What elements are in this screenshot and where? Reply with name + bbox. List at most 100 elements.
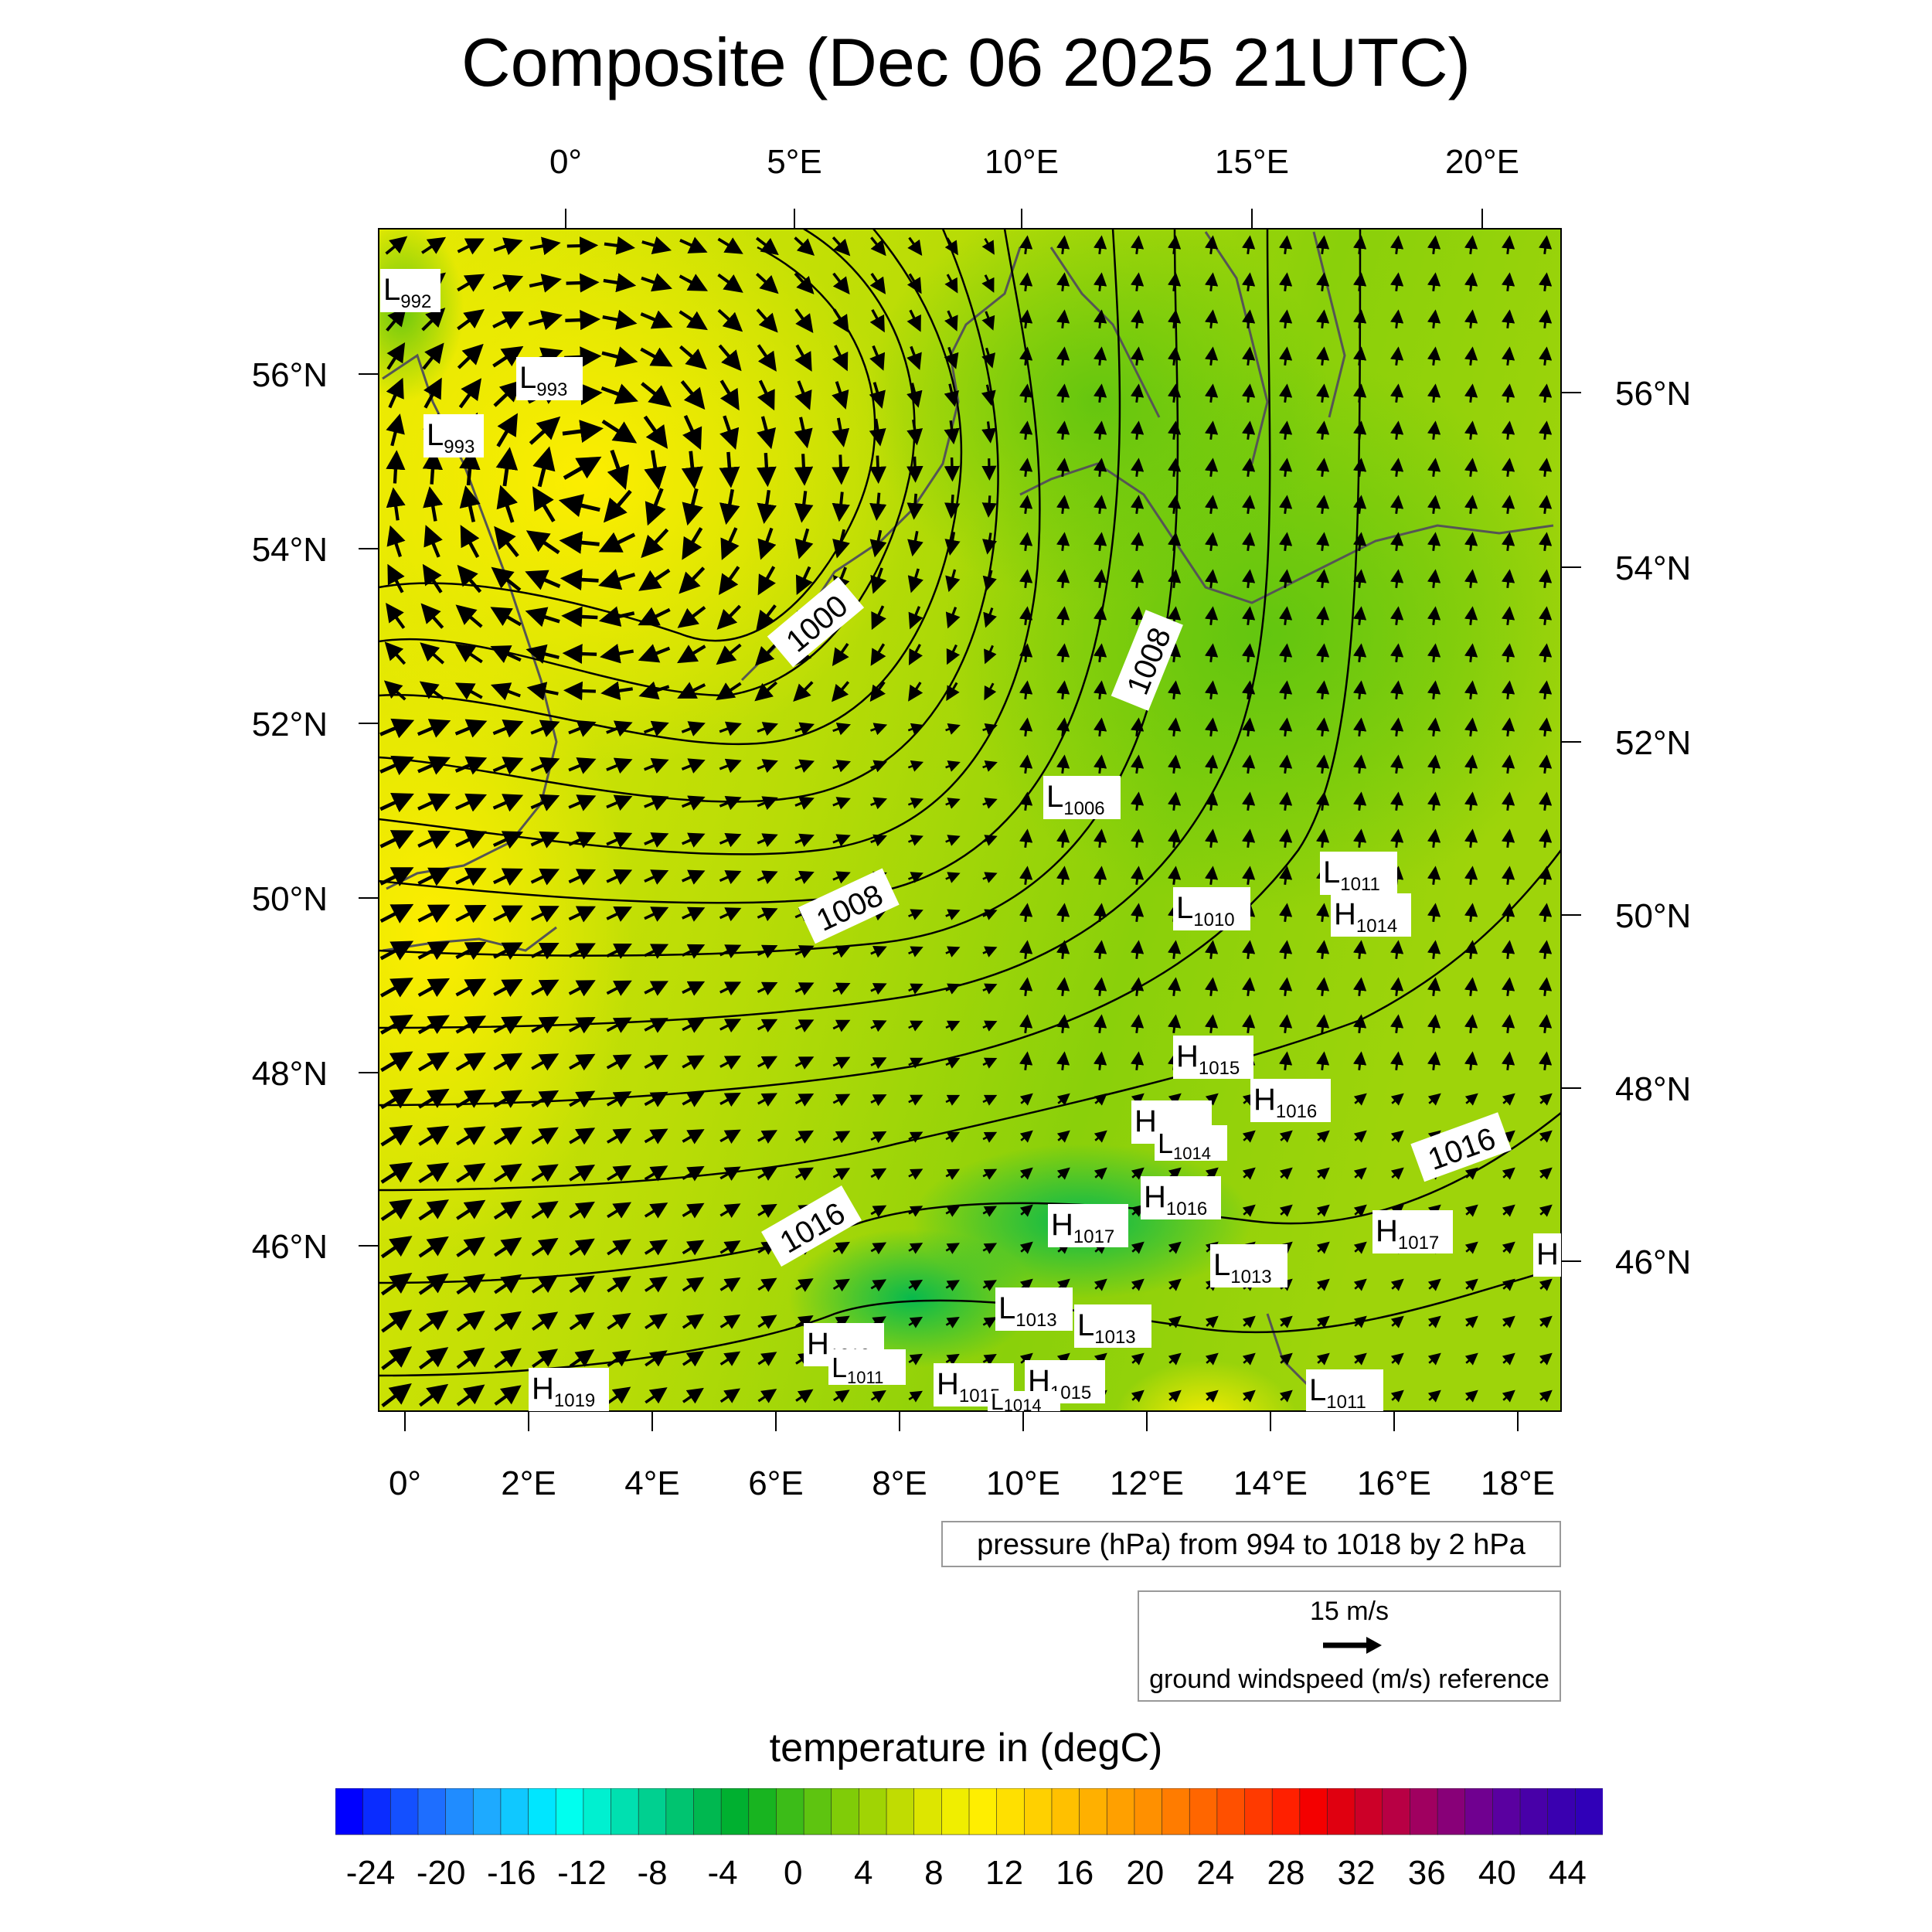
- wind-vector: [1315, 309, 1330, 328]
- wind-vector: [719, 981, 742, 996]
- wind-vector: [568, 757, 597, 774]
- wind-vector: [906, 493, 923, 520]
- colorbar-tick-label: -12: [557, 1854, 607, 1892]
- wind-vector: [1464, 532, 1478, 551]
- wind-vector: [719, 1203, 741, 1218]
- wind-vector: [794, 454, 814, 486]
- wind-vector: [1352, 309, 1367, 328]
- wind-vector: [386, 307, 406, 332]
- center-type: H: [532, 1372, 554, 1406]
- colorbar-cell: [500, 1788, 529, 1835]
- wind-vector: [1464, 1014, 1478, 1033]
- wind-vector: [1390, 1315, 1404, 1328]
- wind-vector: [679, 345, 707, 370]
- wind-vector: [494, 1348, 522, 1369]
- wind-vector: [757, 1167, 777, 1181]
- wind-vector: [1390, 1389, 1404, 1403]
- wind-vector: [794, 236, 815, 256]
- wind-vector: [1389, 606, 1404, 625]
- center-type: L: [1176, 891, 1193, 925]
- wind-vector: [1056, 532, 1070, 551]
- wind-vector: [455, 1015, 487, 1035]
- wind-vector: [1501, 940, 1515, 959]
- wind-vector: [1093, 532, 1107, 551]
- wind-vector: [1093, 606, 1107, 625]
- wind-vector: [1315, 606, 1330, 625]
- wind-vector: [606, 794, 633, 811]
- wind-vector: [1538, 828, 1553, 848]
- wind-vector: [717, 237, 743, 254]
- svg-text:L1014: L1014: [1158, 1128, 1211, 1163]
- wind-vector: [757, 870, 778, 885]
- colorbar-cell: [335, 1788, 364, 1835]
- wind-vector: [982, 532, 998, 555]
- wind-vector: [1501, 903, 1515, 922]
- colorbar-cell: [1162, 1788, 1191, 1835]
- wind-vector: [1352, 717, 1367, 736]
- center-type: L: [519, 361, 536, 395]
- svg-text:L992: L992: [383, 273, 431, 312]
- wind-vector: [981, 384, 996, 406]
- wind-vector: [1019, 569, 1033, 588]
- wind-vector: [757, 1389, 777, 1403]
- wind-vector: [1204, 272, 1219, 291]
- wind-vector: [1130, 791, 1145, 811]
- wind-vector: [1241, 606, 1256, 625]
- wind-vector: [1019, 532, 1033, 551]
- wind-vector: [757, 907, 778, 922]
- wind-vector: [644, 450, 667, 491]
- wind-vector: [1204, 717, 1219, 736]
- wind-vector: [1539, 1352, 1553, 1366]
- wind-vector: [1390, 1278, 1404, 1291]
- wind-vector: [1242, 1130, 1256, 1143]
- wind-vector: [719, 451, 740, 488]
- wind-vector: [456, 1384, 485, 1406]
- wind-vector: [1427, 606, 1441, 625]
- center-value: 1015: [1199, 1058, 1240, 1079]
- colorbar-tick-label: 36: [1408, 1854, 1446, 1892]
- wind-vector: [1167, 791, 1182, 811]
- wind-vector: [1464, 1278, 1478, 1291]
- wind-vector: [1427, 866, 1441, 885]
- top-lon-label: 10°E: [985, 143, 1059, 181]
- center-type: L: [1309, 1373, 1326, 1407]
- wind-vector: [1205, 1167, 1219, 1180]
- wind-vector: [794, 308, 814, 333]
- wind-vector: [558, 494, 600, 518]
- wind-vector: [1315, 903, 1330, 922]
- wind-vector: [1502, 1093, 1515, 1106]
- wind-vector: [1278, 754, 1293, 774]
- colorbar-tick-label: 0: [784, 1854, 802, 1892]
- wind-vector: [423, 525, 443, 558]
- wind-vector: [945, 1280, 960, 1291]
- wind-vector: [682, 1387, 704, 1404]
- top-lon-label: 15°E: [1215, 143, 1289, 181]
- wind-vector: [1538, 940, 1553, 959]
- wind-vector: [1019, 754, 1033, 774]
- center-value: 1013: [1230, 1267, 1271, 1287]
- wind-vector: [869, 273, 886, 294]
- wind-vector: [1427, 1014, 1441, 1033]
- wind-vector: [568, 980, 596, 997]
- wind-vector: [1204, 866, 1219, 885]
- wind-vector: [423, 486, 444, 522]
- wind-vector: [386, 603, 406, 629]
- wind-vector: [982, 983, 998, 995]
- wind-vector: [601, 346, 638, 368]
- wind-vector: [531, 1127, 559, 1145]
- wind-vector: [531, 1016, 560, 1034]
- wind-vector: [1502, 1241, 1515, 1254]
- wind-vector: [945, 1057, 961, 1069]
- bottom-lon-label: 18°E: [1481, 1464, 1555, 1502]
- wind-vector: [907, 568, 923, 594]
- wind-vector: [638, 607, 671, 626]
- wind-vector: [716, 643, 742, 665]
- svg-text:L1013: L1013: [1077, 1308, 1136, 1348]
- center-value: 1011: [1326, 1392, 1366, 1413]
- wind-vector: [832, 797, 851, 810]
- wind-vector: [1093, 309, 1107, 328]
- wind-vector: [1389, 532, 1404, 551]
- wind-vector: [757, 981, 778, 996]
- wind-vector: [1389, 754, 1404, 774]
- wind-vector: [641, 236, 672, 254]
